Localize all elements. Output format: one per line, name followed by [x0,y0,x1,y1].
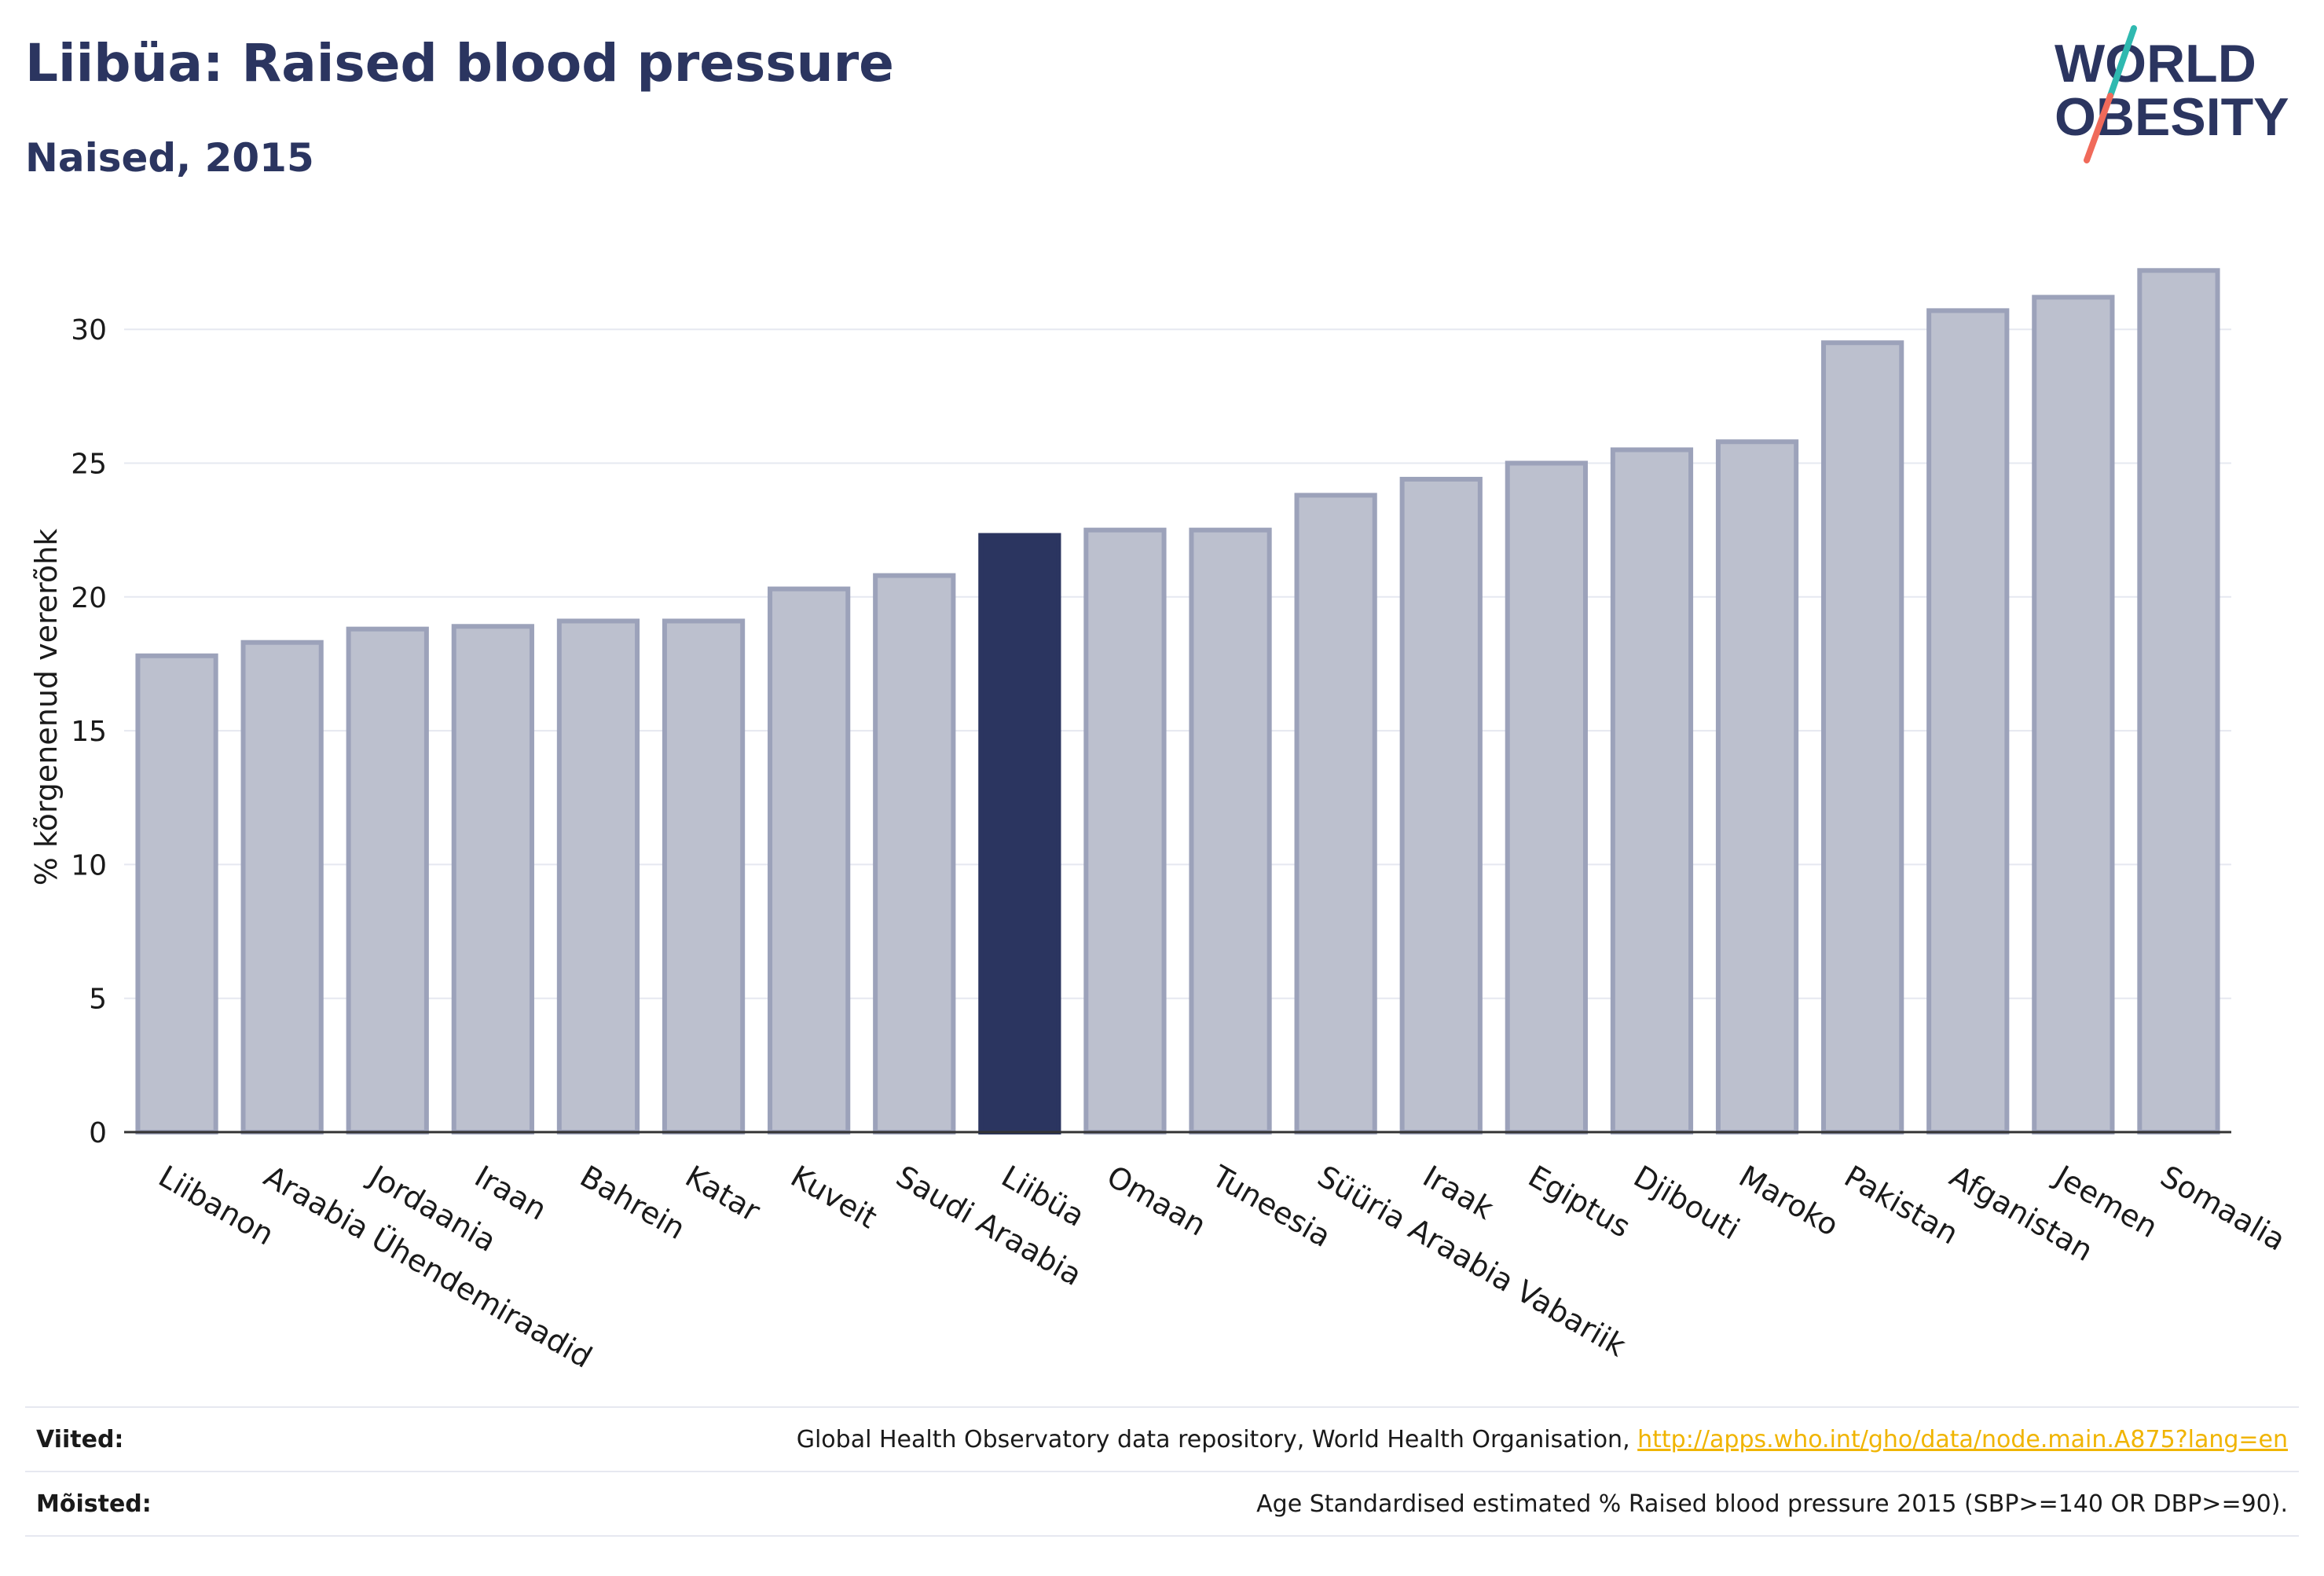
bar [451,624,534,1134]
gridlines [124,328,2231,999]
bar [556,618,640,1134]
x-tick-label: Kuveit [785,1159,883,1235]
x-tick-label: Djibouti [1628,1159,1746,1247]
bar [662,618,746,1134]
logo-slash-teal [2107,25,2137,99]
chart-footer: Viited: Global Health Observatory data r… [25,1406,2299,1537]
bar [1926,308,2010,1134]
sources-text: Global Health Observatory data repositor… [796,1425,1638,1453]
x-tick-label: Pakistan [1838,1159,1964,1252]
chart-subtitle: Naised, 2015 [25,135,314,181]
bar [1083,527,1167,1134]
bar-highlighted [978,533,1061,1134]
logo-line1: WORLD [2055,34,2256,93]
bar [873,573,956,1134]
sources-link[interactable]: http://apps.who.int/gho/data/node.main.A… [1637,1425,2288,1453]
bar [135,653,218,1134]
x-tick-label: Saudi Araabia [890,1159,1087,1292]
y-tick-label: 0 [89,1117,107,1149]
x-tick-label: Tuneesia [1206,1158,1337,1254]
y-tick-label: 30 [71,314,107,346]
y-tick-label: 5 [89,984,107,1016]
x-tick-label: Maroko [1733,1159,1845,1243]
logo-slash-coral [2084,93,2113,163]
x-tick-label: Katar [680,1159,766,1229]
y-tick-label: 15 [71,716,107,748]
x-tick-label: Liibanon [153,1159,280,1252]
sources-row: Viited: Global Health Observatory data r… [25,1406,2299,1471]
y-tick-label: 10 [71,849,107,881]
bars [135,268,2220,1135]
bar [240,640,324,1134]
bar [1294,493,1377,1134]
x-tick-label: Omaan [1101,1159,1211,1243]
y-tick-label: 20 [71,582,107,614]
definitions-value: Age Standardised estimated % Raised bloo… [1256,1490,2288,1518]
world-obesity-logo: WORLD OBESITY [2055,25,2289,163]
x-tick-label: Somaalia [2154,1159,2291,1258]
bar [1821,340,1904,1134]
chart-title: Liibüa: Raised blood pressure [25,33,894,93]
bar [2032,295,2115,1135]
definitions-label: Mõisted: [36,1490,152,1518]
bar [2137,268,2220,1135]
y-tick-label: 25 [71,449,107,481]
bar [1189,527,1272,1134]
bar [1715,439,1799,1134]
bar [1505,460,1588,1134]
definitions-row: Mõisted: Age Standardised estimated % Ra… [25,1471,2299,1537]
sources-value: Global Health Observatory data repositor… [797,1426,2299,1453]
bar [1610,447,1694,1134]
y-tick-labels: 0 5 10 15 20 25 30 [71,314,107,1149]
x-tick-label: Egiptus [1523,1159,1637,1244]
y-axis-label: % kõrgenenud vererõhk [29,529,64,886]
bar [1399,476,1483,1134]
bar [346,626,429,1134]
sources-label: Viited: [36,1425,124,1453]
bar [768,586,851,1134]
x-tick-label: Bahrein [574,1159,691,1246]
